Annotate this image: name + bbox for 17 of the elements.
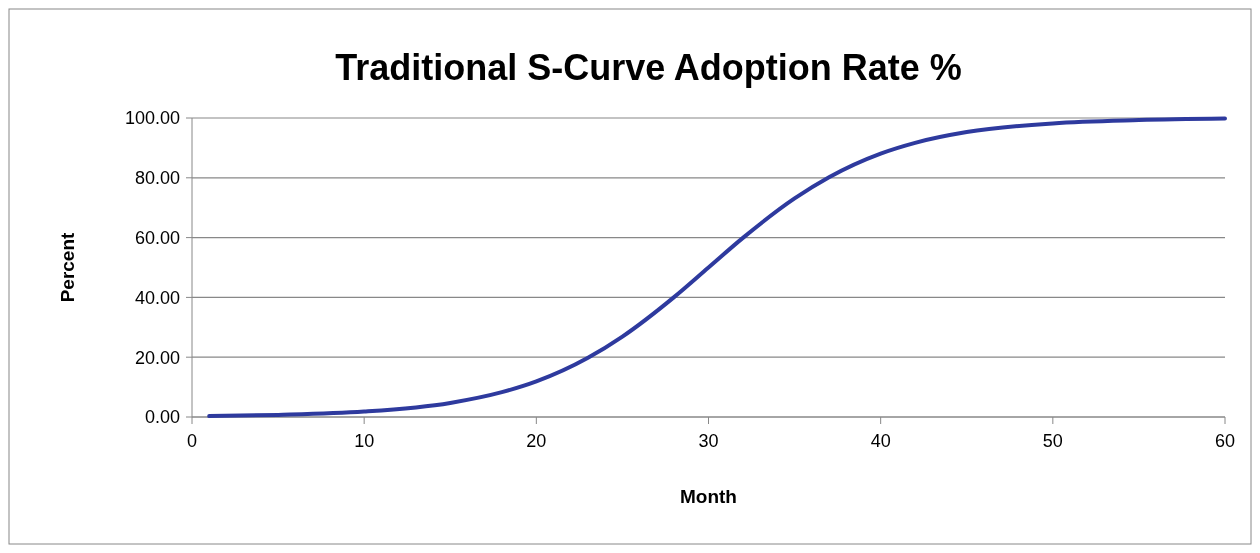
x-tick-label: 50: [1042, 431, 1063, 451]
x-tick-label: 0: [186, 431, 198, 451]
x-tick-label: 10: [354, 431, 375, 451]
y-tick-label: 20.00: [134, 347, 180, 368]
y-tick-label: 60.00: [134, 227, 180, 248]
x-tick-label: 30: [698, 431, 719, 451]
y-tick-label: 0.00: [144, 407, 180, 428]
x-tick-label: 20: [526, 431, 547, 451]
y-axis-title: Percent: [57, 231, 78, 303]
x-tick-label: 40: [870, 431, 891, 451]
y-tick-label: 40.00: [134, 287, 180, 308]
y-tick-label: 80.00: [134, 168, 180, 189]
line-series: [207, 116, 1227, 419]
x-axis-title: Month: [680, 486, 737, 507]
chart-title: Traditional S-Curve Adoption Rate %: [335, 47, 962, 88]
y-tick-label: 100.00: [124, 108, 180, 129]
x-tick-label: 60: [1214, 431, 1236, 451]
